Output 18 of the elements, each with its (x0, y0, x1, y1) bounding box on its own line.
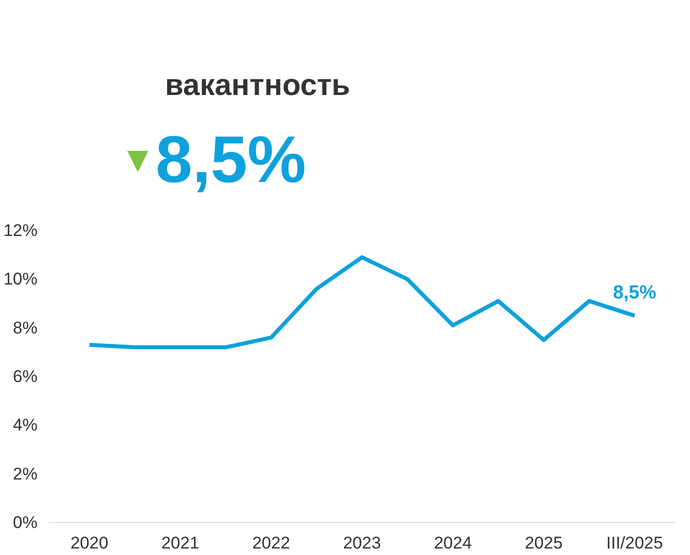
data-label: 8,5% (612, 282, 656, 304)
y-tick-label: 6% (12, 367, 38, 386)
x-tick-label: III/2025 (606, 534, 663, 552)
x-tick-label: 2021 (161, 534, 200, 552)
x-tick-label: 2023 (343, 534, 381, 552)
x-tick-label: 2020 (70, 534, 108, 552)
chart-title: вакантность (165, 68, 350, 104)
text: 8,5% (156, 122, 306, 196)
text: ▼ (120, 138, 156, 180)
x-tick-label: 2025 (524, 534, 563, 552)
y-tick-label: 10% (3, 270, 38, 289)
x-tick-label: 2024 (434, 534, 472, 552)
y-tick-label: 12% (3, 221, 38, 240)
x-tick-label: 2022 (252, 534, 290, 552)
y-tick-label: 2% (12, 464, 38, 484)
y-tick-label: 4% (12, 416, 38, 435)
y-tick-label: 0% (12, 513, 38, 532)
y-tick-label: 8% (12, 318, 38, 338)
